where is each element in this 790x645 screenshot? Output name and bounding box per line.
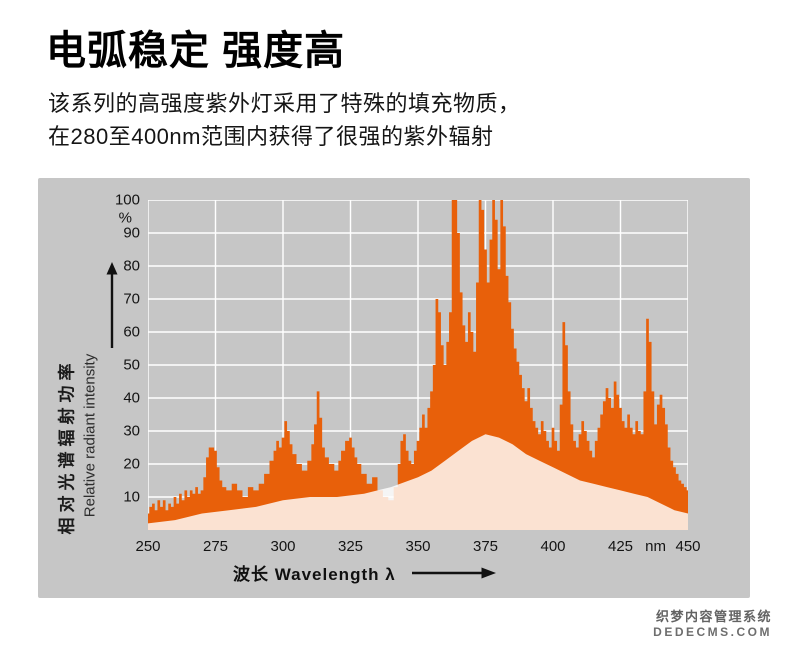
- y-axis-unit-label: %: [118, 209, 132, 227]
- y-tick-label: 100: [114, 191, 140, 209]
- watermark-line-2: DEDECMS.COM: [653, 625, 772, 639]
- x-axis-ticks: 250 275 300 325 350 375 400 425 450 nm: [135, 538, 700, 560]
- y-tick-label: 90: [123, 224, 140, 242]
- y-tick-label: 80: [123, 257, 140, 275]
- x-tick-label: 400: [540, 538, 566, 555]
- y-tick-label: 30: [123, 422, 140, 440]
- y-axis-label-cn: 相对光谱辐射功率: [57, 358, 77, 535]
- y-axis-up-arrow-icon: [106, 262, 118, 348]
- y-tick-label: 60: [123, 323, 140, 341]
- y-tick-label: 10: [123, 488, 140, 506]
- y-tick-label: 20: [123, 455, 140, 473]
- x-tick-label: 425: [607, 538, 634, 555]
- y-tick-label: 70: [123, 290, 140, 308]
- x-tick-label: 250: [135, 538, 161, 555]
- spectrum-chart-panel: 相对光谱辐射功率 Relative radiant intensity 10 20…: [38, 178, 750, 598]
- x-tick-label: 300: [270, 538, 296, 555]
- x-tick-label: 350: [405, 538, 431, 555]
- y-tick-label: 40: [123, 389, 140, 407]
- x-axis-right-arrow-icon: [411, 567, 496, 578]
- x-tick-label: 325: [337, 538, 364, 555]
- subtitle-line-1: 该系列的高强度紫外灯采用了特殊的填充物质，: [48, 91, 521, 116]
- y-tick-label: 50: [123, 356, 140, 374]
- watermark: 织梦内容管理系统 DEDECMS.COM: [653, 606, 772, 639]
- x-axis-unit-label: nm: [645, 538, 667, 555]
- x-axis-label: 波长 Wavelength λ: [233, 565, 396, 584]
- x-tick-label: 375: [472, 538, 499, 555]
- plot-area: [148, 200, 688, 530]
- x-tick-label: 450: [675, 538, 701, 555]
- subtitle-line-2: 在280至400nm范围内获得了很强的紫外辐射: [48, 124, 494, 149]
- y-axis-ticks: 10 20 30 40 50 60 70 80 90 100%: [98, 192, 142, 530]
- watermark-line-1: 织梦内容管理系统: [655, 609, 772, 624]
- x-axis-caption: 波长 Wavelength λ: [233, 560, 496, 585]
- page-title: 电弧稳定 强度高: [46, 29, 346, 73]
- x-tick-label: 275: [202, 538, 229, 555]
- spectrum-plot: [148, 200, 688, 530]
- y-axis-label-en: Relative radiant intensity: [81, 353, 99, 518]
